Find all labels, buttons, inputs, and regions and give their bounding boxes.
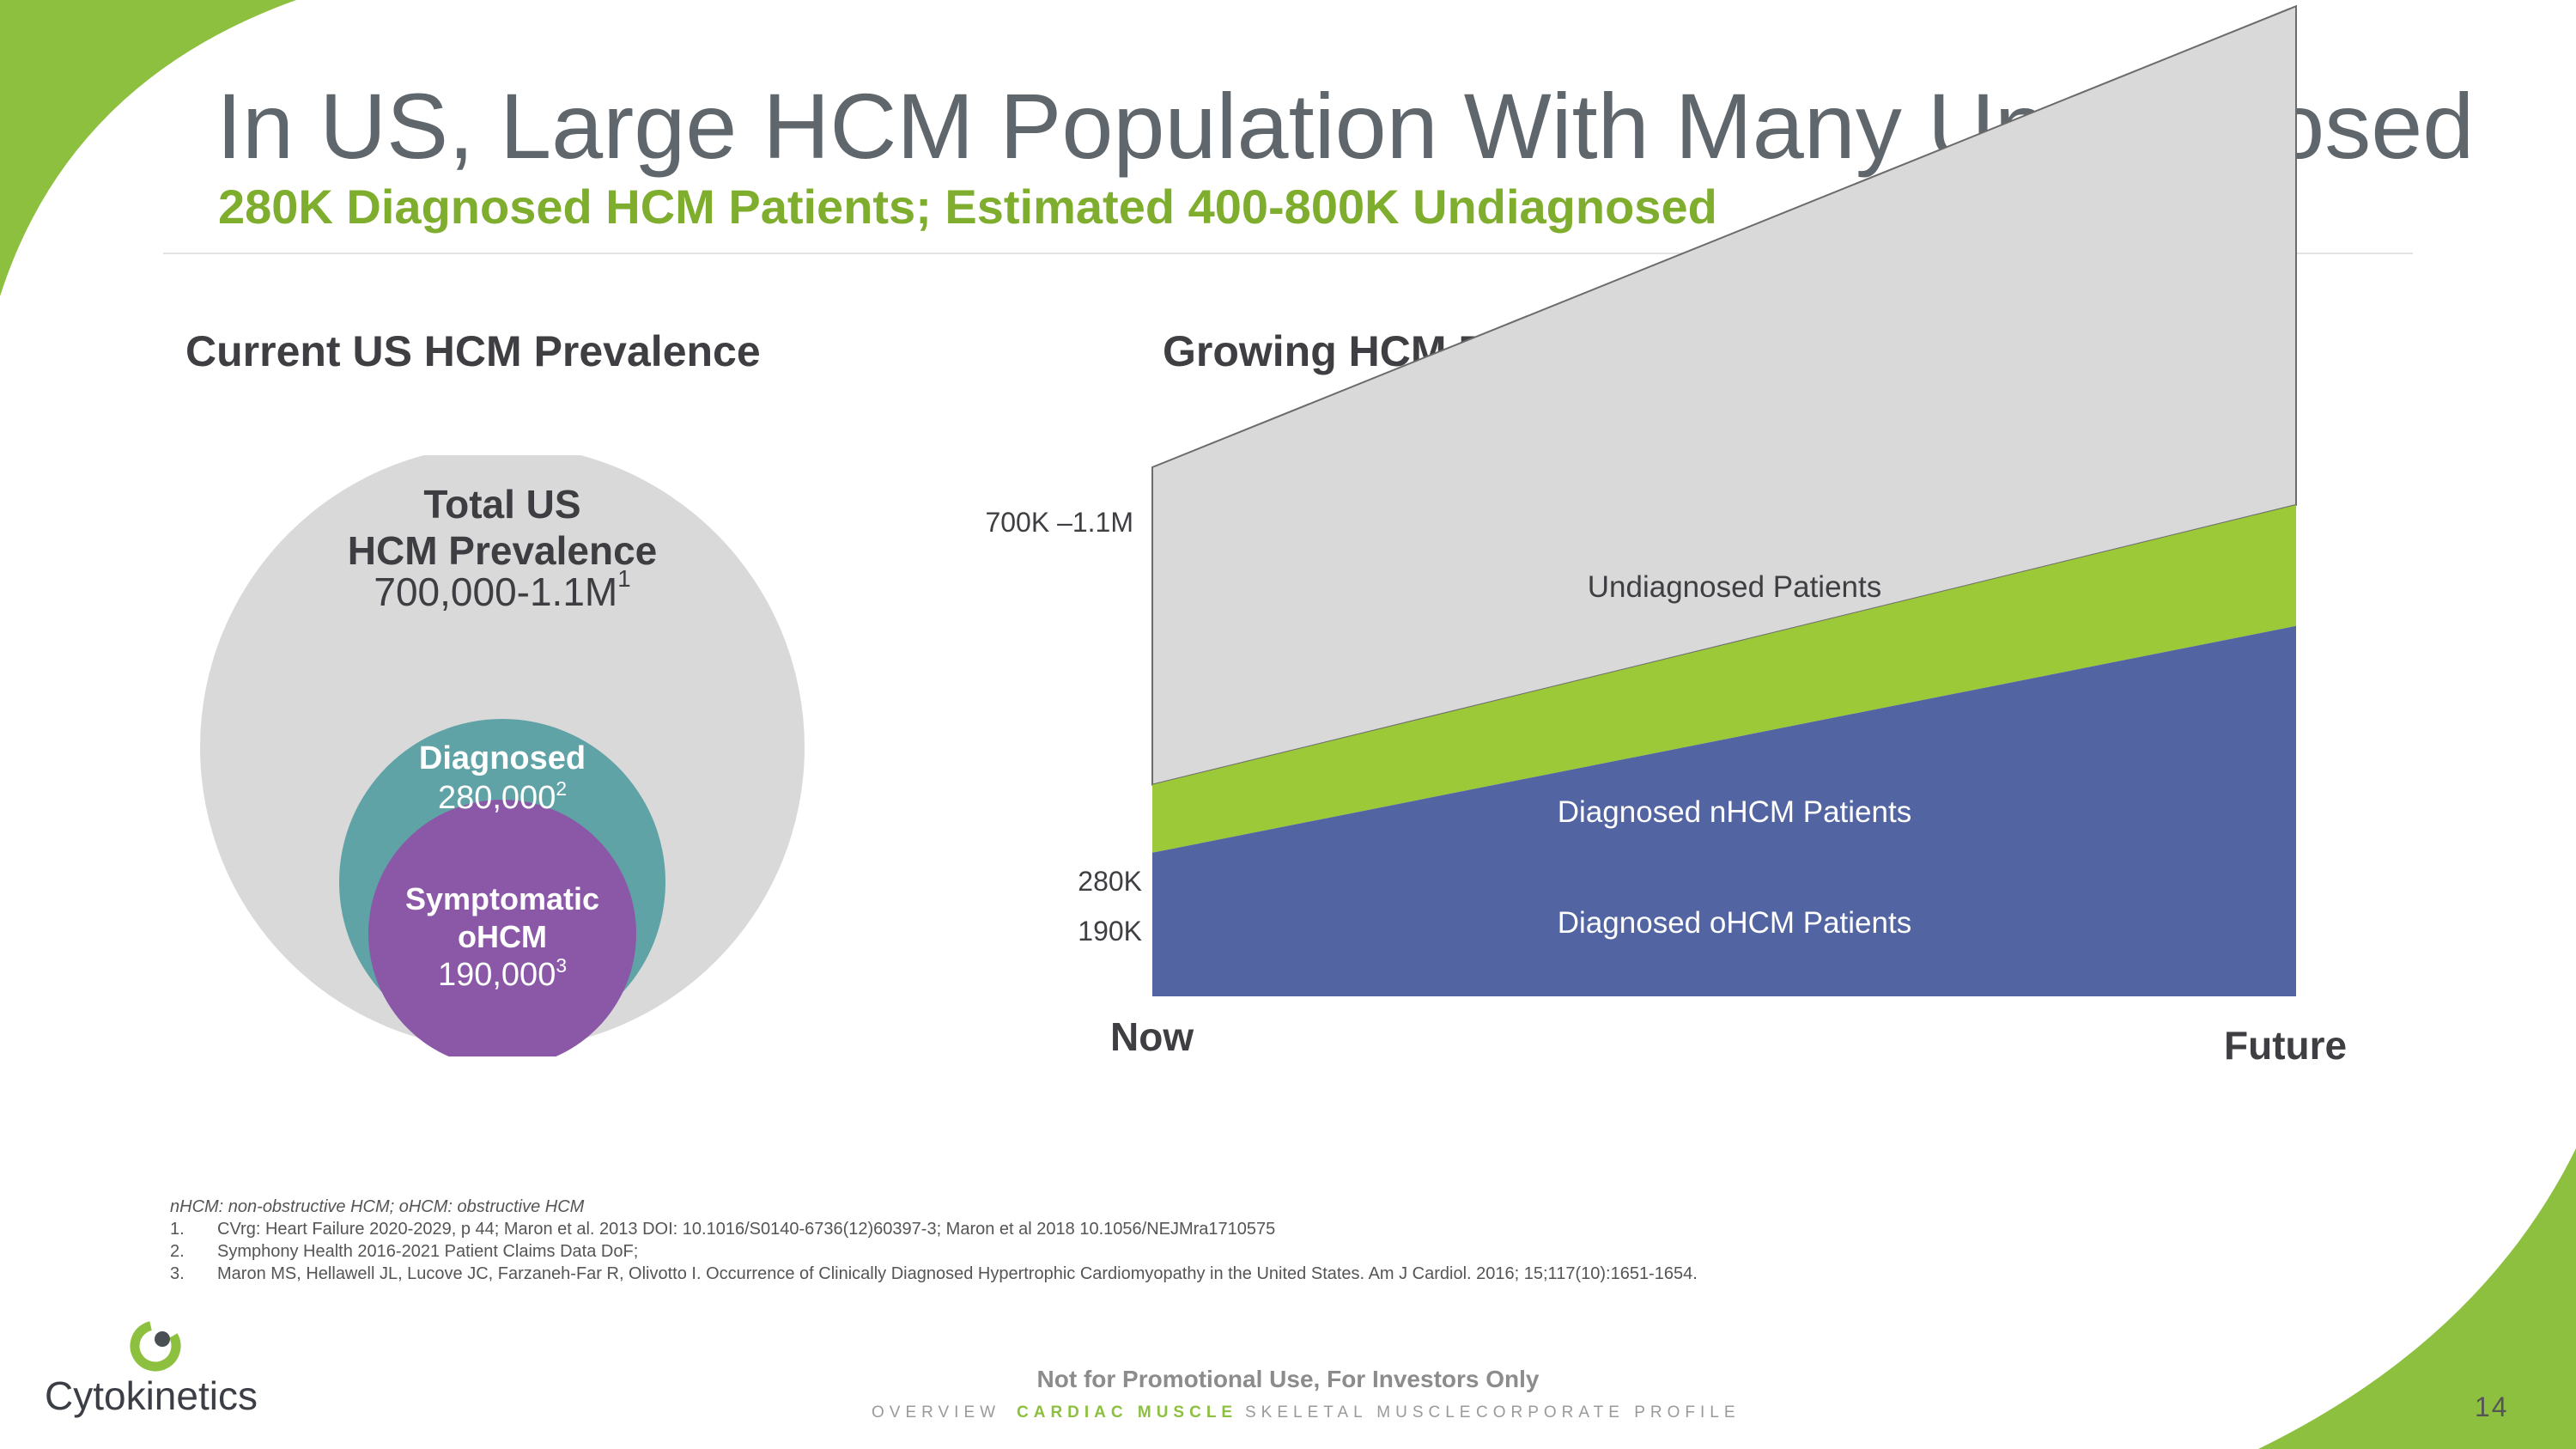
y-tick-label-total: 700K –1.1M bbox=[985, 507, 1133, 538]
nav-corporate-profile[interactable]: CORPORATE PROFILE bbox=[1476, 1403, 1741, 1422]
page-number: 14 bbox=[2475, 1391, 2509, 1422]
cytokinetics-logo-text: Cytokinetics bbox=[45, 1373, 258, 1418]
x-label-future: Future bbox=[2224, 1023, 2348, 1068]
nhcm-area-label: Diagnosed nHCM Patients bbox=[1557, 795, 1912, 829]
current-prevalence-heading: Current US HCM Prevalence bbox=[185, 327, 761, 375]
total-prevalence-label: Total US HCM Prevalence bbox=[347, 482, 658, 573]
footnote-text: Maron MS, Hellawell JL, Lucove JC, Farza… bbox=[217, 1264, 1698, 1283]
footnote-text: CVrg: Heart Failure 2020-2029, p 44; Mar… bbox=[217, 1220, 1276, 1239]
y-tick-label-190k: 190K bbox=[1078, 916, 1142, 947]
investor-disclaimer: Not for Promotional Use, For Investors O… bbox=[1036, 1366, 1540, 1392]
cytokinetics-logo-icon bbox=[130, 1320, 181, 1372]
x-label-now: Now bbox=[1110, 1014, 1194, 1059]
prevalence-circles bbox=[200, 455, 805, 1056]
nav-overview[interactable]: OVERVIEW bbox=[872, 1403, 1001, 1422]
page-subtitle: 280K Diagnosed HCM Patients; Estimated 4… bbox=[218, 180, 1717, 234]
symptomatic-ohcm-label: Symptomatic oHCM bbox=[404, 881, 600, 954]
ohcm-area-label: Diagnosed oHCM Patients bbox=[1557, 906, 1912, 940]
diagnosed-ohcm-area bbox=[1152, 625, 2296, 996]
footnote-text: Symphony Health 2016-2021 Patient Claims… bbox=[217, 1242, 639, 1261]
footnote-abbreviations: nHCM: non-obstructive HCM; oHCM: obstruc… bbox=[170, 1197, 585, 1216]
y-tick-label-280k: 280K bbox=[1078, 866, 1142, 897]
undiagnosed-area-label: Undiagnosed Patients bbox=[1587, 570, 1882, 604]
header-divider bbox=[163, 253, 2413, 254]
footnote-number: 3. bbox=[170, 1264, 185, 1283]
footnote-number: 1. bbox=[170, 1220, 185, 1239]
nav-cardiac-muscle[interactable]: CARDIAC MUSCLE bbox=[1017, 1403, 1238, 1422]
footnote-number: 2. bbox=[170, 1242, 185, 1261]
symptomatic-ohcm-value: 190,0003 bbox=[437, 953, 568, 993]
diagnosed-nhcm-area bbox=[1152, 505, 2296, 853]
symptomatic-ohcm-circle bbox=[368, 800, 636, 1056]
nav-skeletal-muscle[interactable]: SKELETAL MUSCLE bbox=[1245, 1403, 1476, 1422]
total-prevalence-value: 700,000-1.1M1 bbox=[374, 564, 631, 614]
diagnosed-label: Diagnosed bbox=[418, 740, 586, 776]
diagnosed-value: 280,0002 bbox=[437, 776, 568, 816]
